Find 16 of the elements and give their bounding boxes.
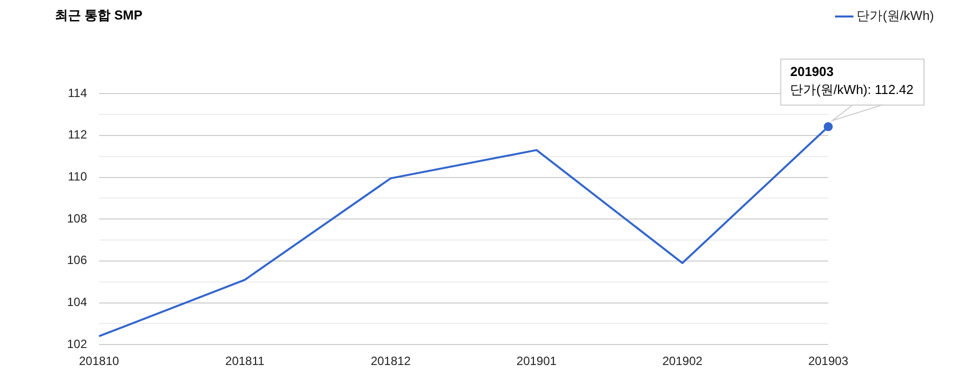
x-tick-label: 201902 [662,354,703,368]
x-tick-label: 201901 [516,354,557,368]
x-tick-label: 201811 [225,354,265,368]
chart-title: 최근 통합 SMP [55,7,143,22]
y-tick-label: 114 [68,86,88,100]
annotation: 201903 단가(원/kWh): 112.42 [790,64,914,98]
y-tick-label: 110 [68,170,88,184]
legend-label: 단가(원/kWh) [856,8,934,24]
y-tick-label: 104 [66,295,88,310]
x-tick-label: 201903 [808,354,849,368]
y-tick-label: 108 [66,211,88,226]
y-tick-label: 106 [66,253,88,268]
x-tick-label: 201812 [370,354,412,368]
y-tick-label: 102 [66,336,88,351]
x-tick-label: 201810 [79,354,120,368]
y-tick-label: 112 [68,128,88,142]
